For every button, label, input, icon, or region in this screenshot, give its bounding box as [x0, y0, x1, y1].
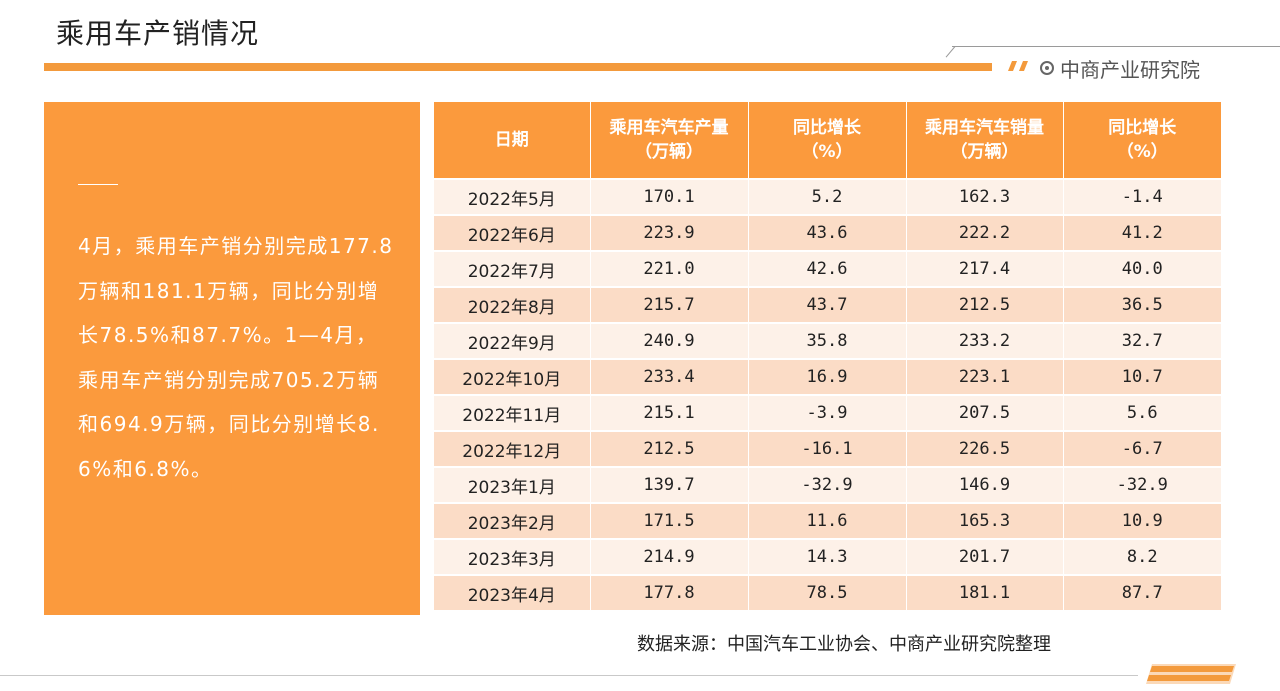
table-row: 2022年8月 215.7 43.7 212.5 36.5: [434, 286, 1221, 323]
header-sales-yoy: 同比增长 （%）: [1063, 102, 1221, 179]
table-row: 2023年4月 177.8 78.5 181.1 87.7: [434, 574, 1221, 610]
cell-production-yoy: 14.3: [748, 538, 907, 575]
slash-decoration-icon: [1008, 61, 1028, 71]
header-divider: [952, 46, 1280, 47]
cell-sales-yoy: 36.5: [1063, 286, 1221, 323]
cell-production: 212.5: [590, 430, 749, 467]
cell-sales: 217.4: [906, 250, 1064, 287]
table-header-row: 日期 乘用车汽车产量 （万辆） 同比增长 （%） 乘用车汽车销量 （万辆） 同比增长（…: [434, 102, 1221, 179]
cell-sales-yoy: 8.2: [1063, 538, 1221, 575]
circle-dot-icon: [1040, 61, 1054, 75]
table-row: 2022年11月 215.1 -3.9 207.5 5.6: [434, 394, 1221, 431]
header-production: 乘用车汽车产量 （万辆）: [590, 102, 749, 179]
cell-sales: 146.9: [906, 466, 1064, 503]
cell-production: 215.7: [590, 286, 749, 323]
cell-production: 215.1: [590, 394, 749, 431]
header-production-yoy: 同比增长 （%）: [748, 102, 907, 179]
cell-production: 139.7: [590, 466, 749, 503]
table-row: 2022年5月 170.1 5.2 162.3 -1.4: [434, 178, 1221, 215]
cell-sales: 165.3: [906, 502, 1064, 539]
cell-sales-yoy: 87.7: [1063, 574, 1221, 610]
cell-sales-yoy: -6.7: [1063, 430, 1221, 467]
cell-production: 240.9: [590, 322, 749, 359]
cell-date: 2022年6月: [434, 214, 591, 251]
table-row: 2022年7月 221.0 42.6 217.4 40.0: [434, 250, 1221, 287]
cell-production-yoy: 43.7: [748, 286, 907, 323]
cell-date: 2022年10月: [434, 358, 591, 395]
cell-date: 2022年8月: [434, 286, 591, 323]
cell-sales: 223.1: [906, 358, 1064, 395]
brand-name: 中商产业研究院: [1060, 57, 1200, 82]
cell-date: 2022年9月: [434, 322, 591, 359]
page-title: 乘用车产销情况: [56, 17, 260, 50]
production-sales-table: 日期 乘用车汽车产量 （万辆） 同比增长 （%） 乘用车汽车销量 （万辆） 同比增长（…: [434, 102, 1221, 610]
table-row: 2022年10月 233.4 16.9 223.1 10.7: [434, 358, 1221, 395]
cell-date: 2022年12月: [434, 430, 591, 467]
cell-date: 2023年2月: [434, 502, 591, 539]
cell-sales-yoy: -1.4: [1063, 178, 1221, 215]
cell-production-yoy: -32.9: [748, 466, 907, 503]
title-accent-bar: [44, 63, 992, 71]
cell-date: 2022年7月: [434, 250, 591, 287]
cell-sales-yoy: 41.2: [1063, 214, 1221, 251]
cell-production-yoy: 11.6: [748, 502, 907, 539]
source-note: 数据来源：中国汽车工业协会、中商产业研究院整理: [637, 634, 1051, 655]
cell-production-yoy: -3.9: [748, 394, 907, 431]
cell-sales-yoy: -32.9: [1063, 466, 1221, 503]
cell-production: 223.9: [590, 214, 749, 251]
cell-production-yoy: -16.1: [748, 430, 907, 467]
cell-sales-yoy: 32.7: [1063, 322, 1221, 359]
cell-production-yoy: 35.8: [748, 322, 907, 359]
cell-production-yoy: 16.9: [748, 358, 907, 395]
brand-logo: 中商产业研究院: [1040, 55, 1200, 82]
cell-sales: 207.5: [906, 394, 1064, 431]
cell-sales-yoy: 5.6: [1063, 394, 1221, 431]
table-row: 2022年12月 212.5 -16.1 226.5 -6.7: [434, 430, 1221, 467]
header-date: 日期: [434, 102, 591, 179]
cell-date: 2023年4月: [434, 574, 591, 610]
cell-production: 171.5: [590, 502, 749, 539]
cell-production: 221.0: [590, 250, 749, 287]
cell-production: 233.4: [590, 358, 749, 395]
cell-sales: 233.2: [906, 322, 1064, 359]
cell-date: 2022年11月: [434, 394, 591, 431]
summary-panel: [44, 102, 420, 615]
cell-production-yoy: 78.5: [748, 574, 907, 610]
cell-sales: 201.7: [906, 538, 1064, 575]
cell-date: 2023年3月: [434, 538, 591, 575]
cell-sales-yoy: 10.7: [1063, 358, 1221, 395]
table-row: 2022年9月 240.9 35.8 233.2 32.7: [434, 322, 1221, 359]
cell-sales: 212.5: [906, 286, 1064, 323]
stripe-decoration-icon: [1146, 664, 1236, 684]
cell-sales: 226.5: [906, 430, 1064, 467]
cell-production-yoy: 42.6: [748, 250, 907, 287]
cell-date: 2023年1月: [434, 466, 591, 503]
header-divider-bend: [945, 46, 956, 58]
cell-production-yoy: 5.2: [748, 178, 907, 215]
cell-production: 177.8: [590, 574, 749, 610]
header-sales: 乘用车汽车销量 （万辆）: [906, 102, 1064, 179]
cell-date: 2022年5月: [434, 178, 591, 215]
summary-text: 4月，乘用车产销分别完成177.8万辆和181.1万辆，同比分别增长78.5%和…: [78, 234, 394, 481]
footer-divider: [0, 675, 1138, 676]
cell-sales: 162.3: [906, 178, 1064, 215]
table-row: 2022年6月 223.9 43.6 222.2 41.2: [434, 214, 1221, 251]
table-row: 2023年1月 139.7 -32.9 146.9 -32.9: [434, 466, 1221, 503]
cell-production: 214.9: [590, 538, 749, 575]
cell-production-yoy: 43.6: [748, 214, 907, 251]
cell-sales-yoy: 10.9: [1063, 502, 1221, 539]
cell-sales: 222.2: [906, 214, 1064, 251]
summary-rule: [78, 184, 118, 185]
cell-sales-yoy: 40.0: [1063, 250, 1221, 287]
table-row: 2023年2月 171.5 11.6 165.3 10.9: [434, 502, 1221, 539]
cell-production: 170.1: [590, 178, 749, 215]
table-row: 2023年3月 214.9 14.3 201.7 8.2: [434, 538, 1221, 575]
cell-sales: 181.1: [906, 574, 1064, 610]
